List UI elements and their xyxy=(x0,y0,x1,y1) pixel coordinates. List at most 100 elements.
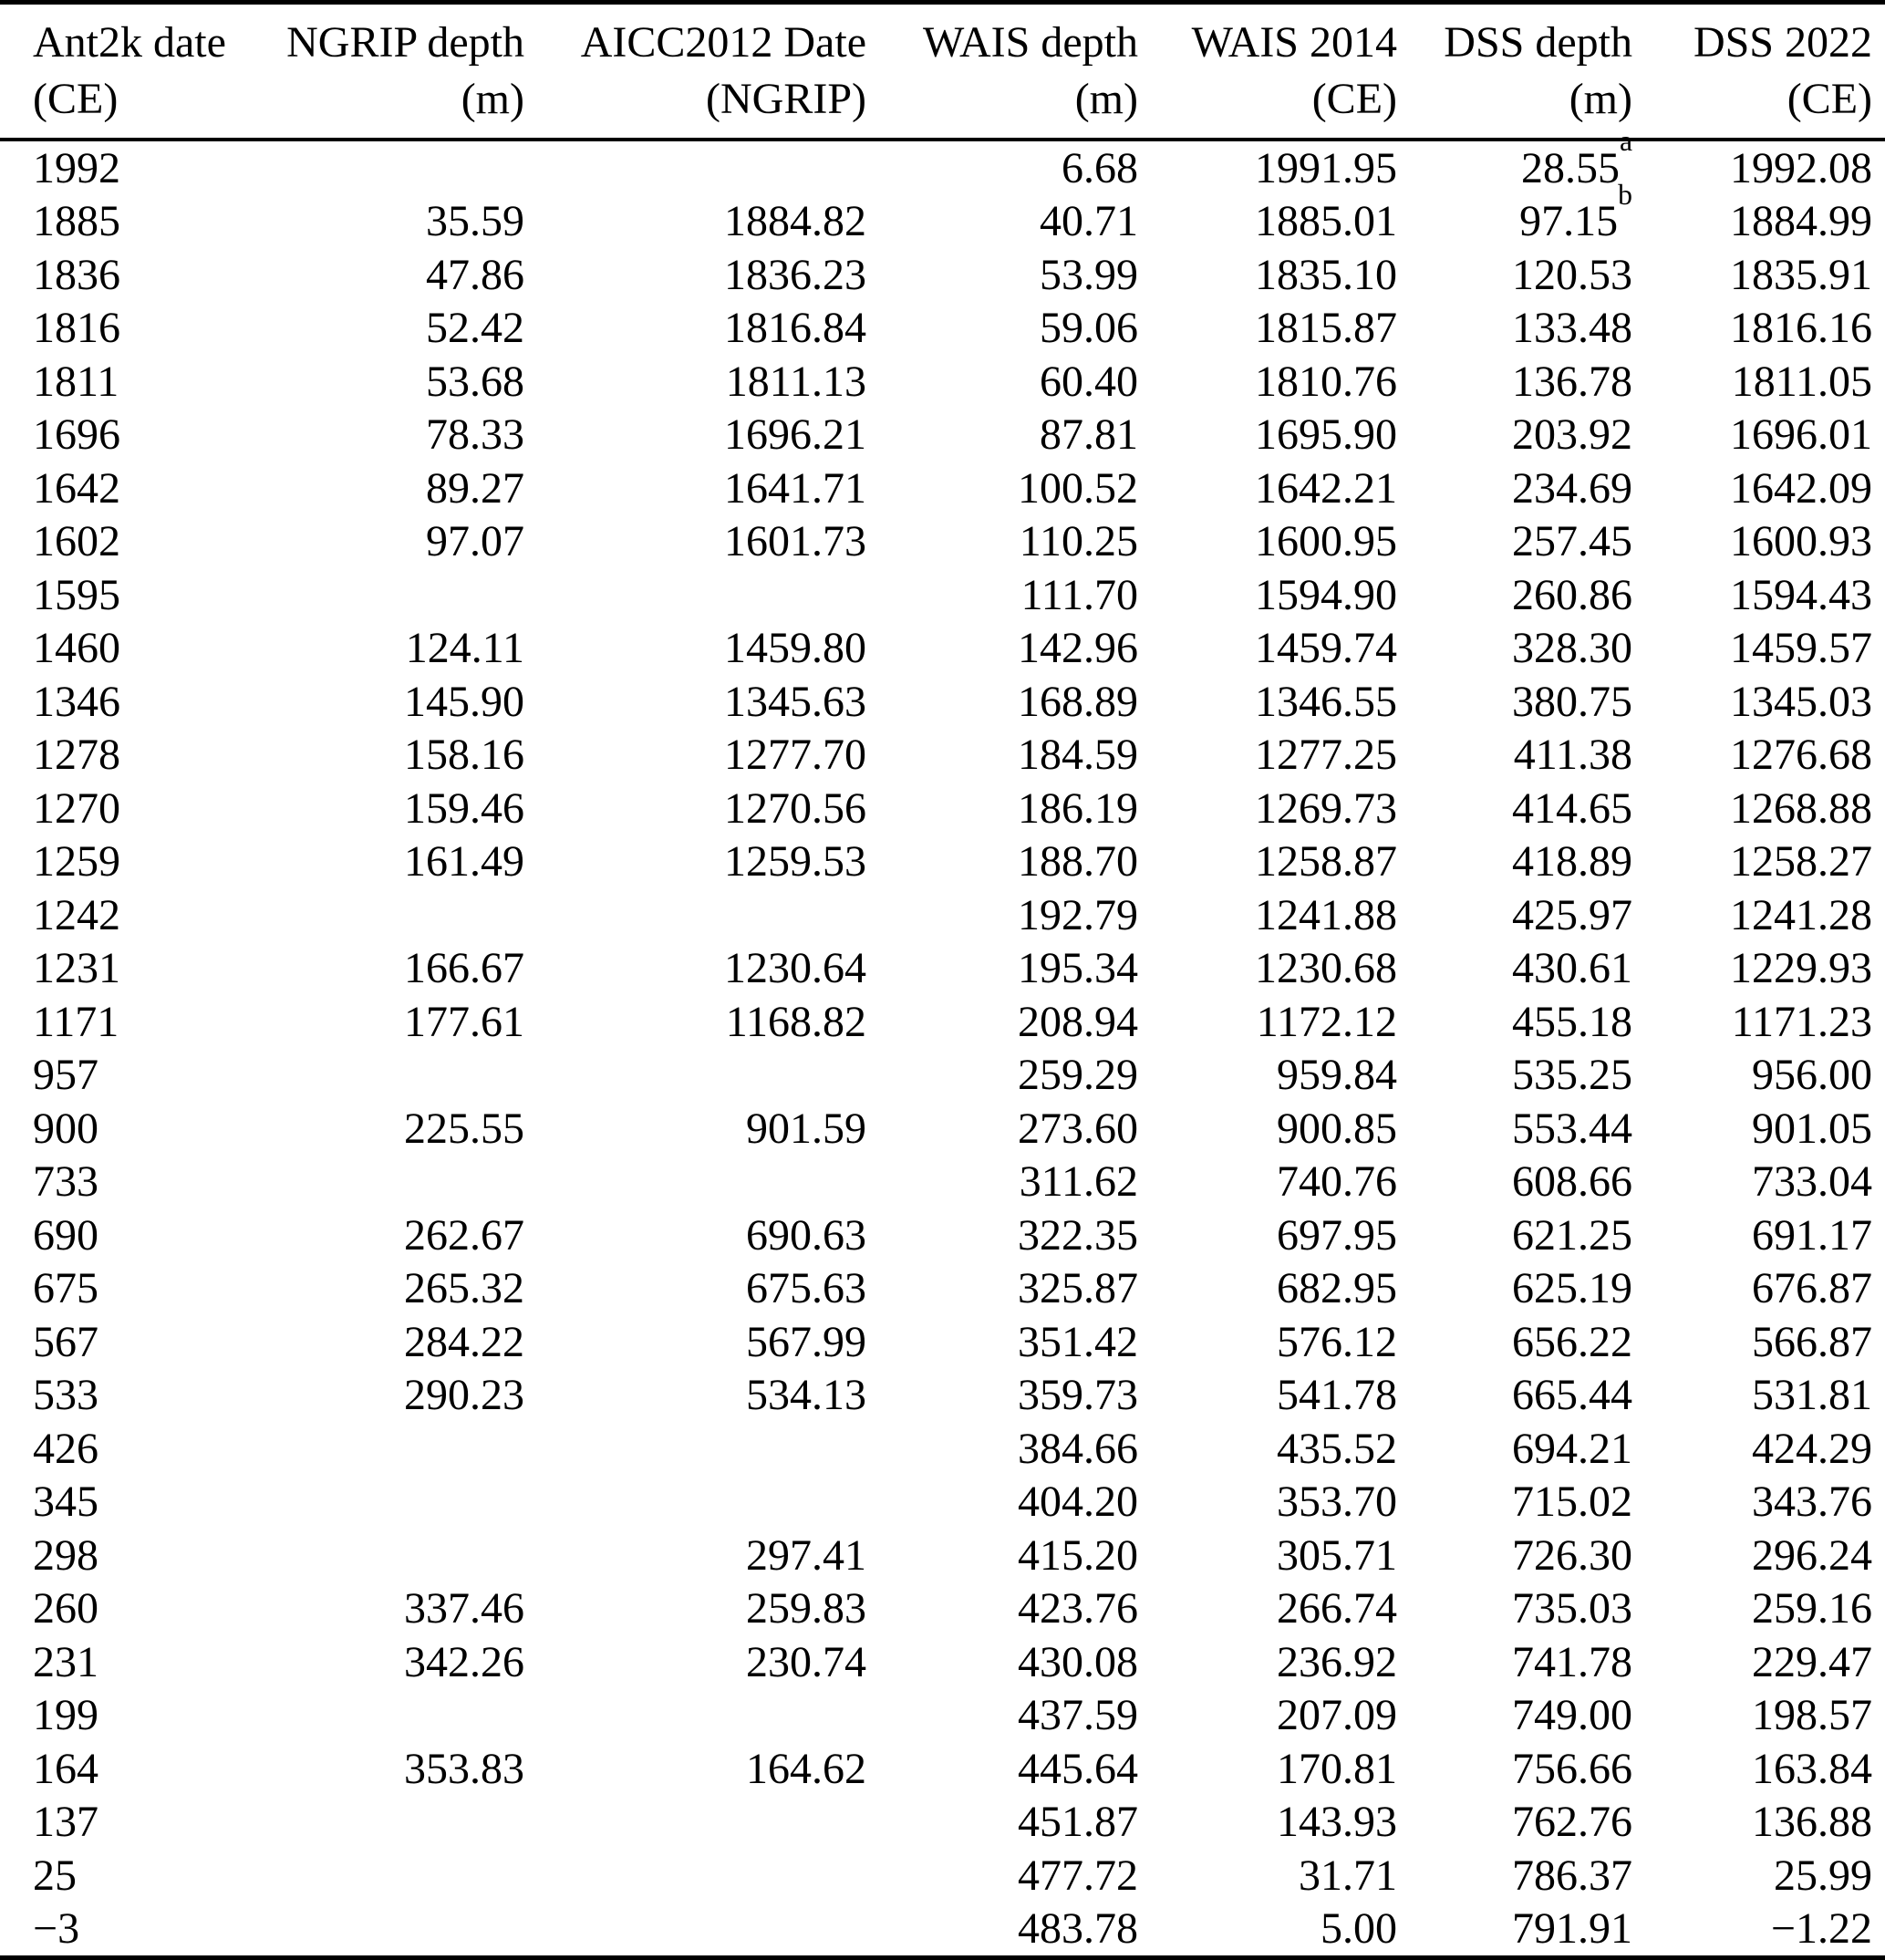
cell: 1270.56 xyxy=(724,783,866,833)
cell xyxy=(524,1049,866,1103)
cell: 414.65 xyxy=(1512,783,1632,833)
cell: 353.83 xyxy=(404,1744,524,1793)
cell xyxy=(283,1422,524,1476)
cell: 1991.95 xyxy=(1255,143,1397,192)
cell: 1259 xyxy=(33,837,120,887)
cell: 166.67 xyxy=(404,944,524,993)
cell: 1836 xyxy=(33,250,120,299)
cell: 207.09 xyxy=(1277,1691,1397,1740)
cell: 1241.88 xyxy=(1255,890,1397,939)
cell: 28.55a xyxy=(1520,125,1632,192)
cell: 1277.70 xyxy=(724,731,866,780)
cell xyxy=(283,1849,524,1903)
column-unit: (CE) xyxy=(1311,75,1397,123)
cell: 430.08 xyxy=(1018,1637,1138,1686)
cell: 735.03 xyxy=(1512,1584,1632,1633)
cell: 1459.57 xyxy=(1730,624,1872,673)
cell: 53.99 xyxy=(1040,250,1138,299)
cell: 445.64 xyxy=(1018,1744,1138,1793)
cell: 170.81 xyxy=(1277,1744,1397,1793)
cell xyxy=(524,1476,866,1530)
cell: 1992.08 xyxy=(1730,143,1872,192)
cell: 266.74 xyxy=(1277,1584,1397,1633)
cell: 1696.01 xyxy=(1730,410,1872,460)
cell xyxy=(283,1796,524,1850)
cell: 177.61 xyxy=(404,997,524,1046)
cell: 567 xyxy=(33,1317,98,1366)
cell: 418.89 xyxy=(1512,837,1632,887)
cell: 1459.74 xyxy=(1255,624,1397,673)
cell: 1258.27 xyxy=(1730,837,1872,887)
table-row: 1278 158.16 1277.70 184.59 1277.25 411.38 1276… xyxy=(0,729,1885,783)
cell: 531.81 xyxy=(1752,1371,1872,1420)
cell: 533 xyxy=(33,1371,98,1420)
cell: 665.44 xyxy=(1512,1371,1632,1420)
cell xyxy=(283,1476,524,1530)
table-row: 1816 52.42 1816.84 59.06 1815.87 133.48 1816.1… xyxy=(0,302,1885,356)
cell xyxy=(283,140,524,195)
table-row: 675 265.32 675.63 325.87 682.95 625.19 676.87 xyxy=(0,1262,1885,1316)
cell: 273.60 xyxy=(1018,1104,1138,1153)
cell: 1242 xyxy=(33,890,120,939)
cell: 186.19 xyxy=(1018,783,1138,833)
cell: 1229.93 xyxy=(1730,944,1872,993)
cell: 1600.93 xyxy=(1730,517,1872,566)
cell: 325.87 xyxy=(1018,1264,1138,1313)
cell: 158.16 xyxy=(404,731,524,780)
cell: 435.52 xyxy=(1277,1424,1397,1473)
cell: 5.00 xyxy=(1321,1904,1397,1954)
cell: 1459.80 xyxy=(724,624,866,673)
cell: 260 xyxy=(33,1584,98,1633)
cell: 353.70 xyxy=(1277,1478,1397,1527)
cell: 59.06 xyxy=(1040,304,1138,353)
cell: 97.15b xyxy=(1519,178,1632,246)
cell: 1816 xyxy=(33,304,120,353)
cell: 621.25 xyxy=(1512,1210,1632,1260)
cell: 541.78 xyxy=(1277,1371,1397,1420)
cell: 145.90 xyxy=(404,677,524,726)
cell: 230.74 xyxy=(746,1637,866,1686)
cell: 161.49 xyxy=(404,837,524,887)
table-row: 1231 166.67 1230.64 195.34 1230.68 430.61 1229… xyxy=(0,942,1885,996)
column-unit: (m) xyxy=(1569,75,1632,123)
cell: 1602 xyxy=(33,517,120,566)
cell: 656.22 xyxy=(1512,1317,1632,1366)
cell: 6.68 xyxy=(1062,143,1138,192)
cell: 198.57 xyxy=(1752,1691,1872,1740)
cell xyxy=(524,1903,866,1958)
cell: 311.62 xyxy=(1019,1157,1138,1207)
cell: 265.32 xyxy=(404,1264,524,1313)
column-label: Ant2k date xyxy=(33,18,226,67)
cell: 1835.91 xyxy=(1730,250,1872,299)
cell: 1816.84 xyxy=(724,304,866,353)
cell: 298 xyxy=(33,1530,98,1580)
cell: 1811.13 xyxy=(725,357,866,406)
cell: 231 xyxy=(33,1637,98,1686)
cell: 384.66 xyxy=(1018,1424,1138,1473)
cell: 1810.76 xyxy=(1255,357,1397,406)
cell: 184.59 xyxy=(1018,731,1138,780)
cell: 715.02 xyxy=(1512,1478,1632,1527)
cell: 1695.90 xyxy=(1255,410,1397,460)
table-row: 733 311.62 740.76 608.66 733.04 xyxy=(0,1156,1885,1209)
cell: 426 xyxy=(33,1424,98,1473)
cell: 762.76 xyxy=(1512,1798,1632,1847)
table-row: 957 259.29 959.84 535.25 956.00 xyxy=(0,1049,1885,1103)
cell: 675 xyxy=(33,1264,98,1313)
cell: 791.91 xyxy=(1512,1904,1632,1954)
table-row: 260 337.46 259.83 423.76 266.74 735.03 259.16 xyxy=(0,1582,1885,1636)
cell: 87.81 xyxy=(1040,410,1138,460)
cell: 359.73 xyxy=(1018,1371,1138,1420)
table-row: 1696 78.33 1696.21 87.81 1695.90 203.92 1696.0… xyxy=(0,409,1885,462)
cell: 192.79 xyxy=(1018,890,1138,939)
cell xyxy=(524,1849,866,1903)
column-header-2: AICC2012 Date (NGRIP) xyxy=(524,3,866,140)
cell: 142.96 xyxy=(1018,624,1138,673)
cell: 168.89 xyxy=(1018,677,1138,726)
table-row: 1270 159.46 1270.56 186.19 1269.73 414.65 1268… xyxy=(0,782,1885,835)
cell: 553.44 xyxy=(1512,1104,1632,1153)
cell: 143.93 xyxy=(1277,1798,1397,1847)
cell: 136.88 xyxy=(1752,1798,1872,1847)
cell: 726.30 xyxy=(1512,1530,1632,1580)
cell: 956.00 xyxy=(1752,1051,1872,1100)
